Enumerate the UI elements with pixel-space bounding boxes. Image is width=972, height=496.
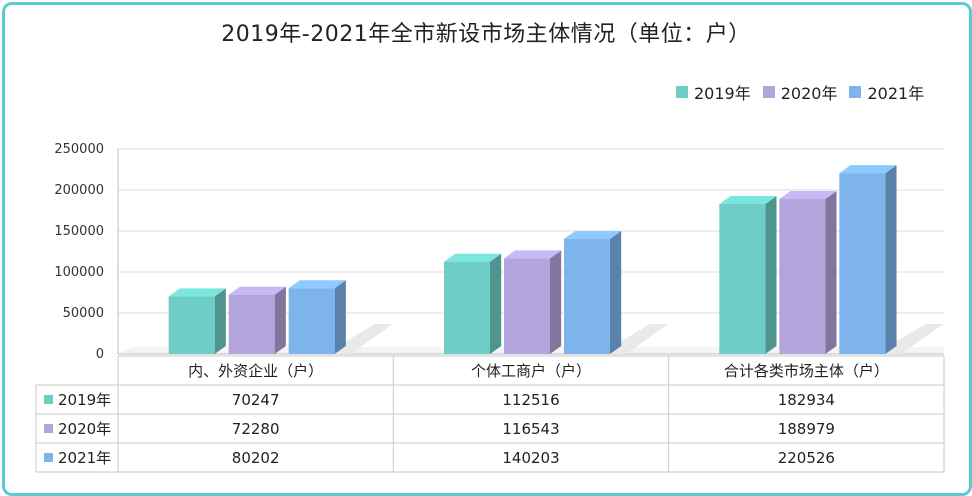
bar-2020年-0 [228, 294, 275, 354]
table-cell: 220526 [778, 449, 835, 467]
y-tick-label: 100000 [54, 265, 104, 280]
bar-side-2020年 [274, 286, 286, 354]
bar-2019年-1 [444, 261, 490, 354]
bar-top-2020年 [228, 286, 286, 295]
chart-legend: 2019年 2020年 2021年 [676, 80, 924, 104]
bar-2021年-1 [564, 239, 610, 354]
bar-2020年-2 [779, 199, 826, 354]
bar-2021年-2 [839, 173, 886, 354]
bar-top-2021年 [564, 231, 622, 240]
legend-label-2019: 2019年 [694, 84, 751, 103]
category-label: 内、外资企业（户） [188, 362, 323, 380]
table-cell: 182934 [778, 391, 835, 409]
bar-top-2021年 [288, 280, 346, 289]
chart-title: 2019年-2021年全市新设市场主体情况（单位：户） [221, 22, 751, 47]
legend-swatch-2020 [762, 86, 775, 98]
table-row-label: 2019年 [58, 391, 111, 409]
table-row-swatch [44, 453, 53, 462]
y-tick-label: 150000 [54, 224, 104, 239]
y-tick-label: 250000 [54, 142, 104, 157]
y-tick-label: 0 [96, 347, 104, 362]
legend-label-2021: 2021年 [867, 84, 925, 103]
y-tick-label: 200000 [54, 183, 104, 198]
bar-top-2020年 [779, 191, 837, 200]
bar-side-2021年 [334, 280, 346, 354]
table-cell: 72280 [232, 420, 280, 438]
table-cell: 112516 [502, 391, 559, 409]
bar-top-2020年 [504, 250, 562, 259]
legend-label-2020: 2020年 [780, 84, 838, 103]
bar-2019年-0 [168, 296, 215, 354]
bar-side-2021年 [885, 165, 897, 354]
legend-item-2021: 2021年 [849, 80, 924, 104]
y-tick-label: 50000 [63, 306, 104, 321]
category-label: 个体工商户（户） [471, 362, 591, 380]
bar-2020年-1 [504, 258, 550, 354]
table-row-swatch [44, 424, 53, 433]
bar-side-2020年 [825, 191, 837, 354]
bar-side-2019年 [490, 253, 502, 354]
table-row-label: 2020年 [58, 420, 111, 438]
table-cell: 70247 [232, 391, 280, 409]
legend-item-2020: 2020年 [762, 80, 838, 104]
table-cell: 80202 [232, 449, 280, 467]
bar-top-2021年 [839, 165, 897, 174]
legend-item-2019: 2019年 [676, 80, 751, 104]
bar-side-2021年 [610, 231, 622, 354]
legend-swatch-2021 [849, 86, 862, 98]
bar-top-2019年 [444, 253, 502, 262]
bar-top-2019年 [168, 288, 226, 297]
legend-swatch-2019 [676, 86, 688, 98]
table-row-label: 2021年 [58, 449, 111, 467]
table-cell: 140203 [502, 449, 559, 467]
bar-2019年-2 [719, 203, 766, 354]
table-cell: 188979 [778, 420, 835, 438]
bar-top-2019年 [719, 195, 777, 204]
bar-side-2019年 [765, 195, 777, 354]
category-label: 合计各类市场主体（户） [724, 362, 889, 380]
bar-side-2020年 [550, 250, 562, 354]
table-row-swatch [44, 395, 53, 404]
bar-2021年-0 [288, 288, 335, 354]
bar-side-2019年 [214, 288, 226, 354]
table-cell: 116543 [502, 420, 559, 438]
